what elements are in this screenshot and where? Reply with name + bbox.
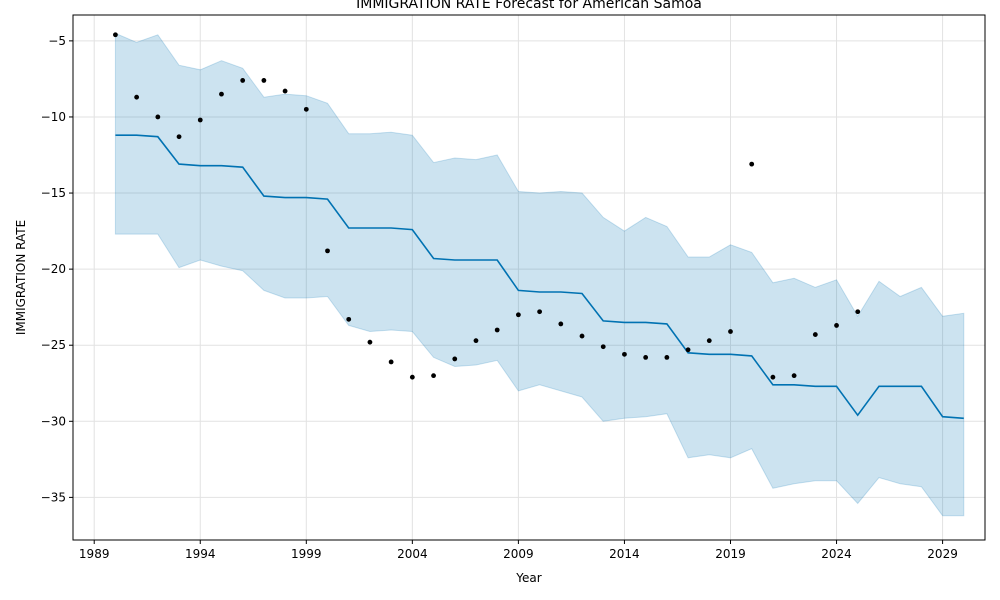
data-point <box>346 316 352 322</box>
data-point <box>219 91 224 97</box>
plot-frame <box>72 14 986 541</box>
y-axis-ticks: −5 −10 −15 −20 −25 −30 −35 <box>41 34 73 504</box>
data-point <box>558 321 564 327</box>
data-point <box>791 373 797 379</box>
x-axis-label: Year <box>515 571 541 585</box>
y-tick-label: −25 <box>41 338 66 352</box>
x-tick-label: 1999 <box>291 547 322 561</box>
data-point <box>600 344 606 350</box>
data-point <box>303 106 309 112</box>
data-point <box>622 351 627 357</box>
x-axis-ticks: 1989 1994 1999 2004 2009 2014 2019 2024 2029 <box>79 540 958 561</box>
data-point <box>515 312 521 318</box>
data-point <box>409 374 415 380</box>
x-tick-label: 2024 <box>821 547 852 561</box>
uncertainty-interval-band <box>114 32 965 517</box>
data-point <box>261 78 267 83</box>
data-point <box>282 88 288 94</box>
data-point <box>176 134 182 140</box>
data-point <box>431 373 436 379</box>
y-tick-label: −30 <box>41 414 66 428</box>
y-tick-label: −20 <box>41 262 66 276</box>
data-point <box>155 114 161 120</box>
data-point <box>685 347 691 353</box>
data-point <box>855 309 861 315</box>
x-tick-label: 2029 <box>927 547 958 561</box>
x-tick-label: 2004 <box>397 547 428 561</box>
x-tick-label: 1994 <box>185 547 216 561</box>
data-point <box>113 32 118 38</box>
x-tick-label: 2019 <box>715 547 746 561</box>
data-point <box>134 94 140 100</box>
data-point <box>494 327 500 333</box>
y-tick-label: −10 <box>41 110 66 124</box>
data-point <box>367 339 373 345</box>
data-point <box>579 333 585 339</box>
x-tick-label: 1989 <box>79 547 110 561</box>
data-point <box>812 332 818 337</box>
data-point <box>749 161 755 167</box>
y-tick-label: −5 <box>48 34 66 48</box>
y-axis-label: IMMIGRATION RATE <box>14 220 28 335</box>
data-point <box>664 354 670 360</box>
x-tick-label: 2009 <box>503 547 534 561</box>
data-point <box>240 78 246 83</box>
chart-title: IMMIGRATION RATE Forecast for American S… <box>356 0 702 12</box>
y-tick-label: −15 <box>41 186 66 200</box>
data-point <box>770 374 776 380</box>
observed-points <box>113 32 861 380</box>
data-point <box>643 354 649 360</box>
data-point <box>197 117 203 123</box>
y-tick-label: −35 <box>41 490 66 504</box>
forecast-line <box>115 134 964 420</box>
data-point <box>473 338 479 344</box>
data-point <box>388 359 394 365</box>
data-point <box>537 309 543 315</box>
data-point <box>834 323 839 328</box>
data-point <box>728 329 733 334</box>
grid-lines <box>73 15 985 540</box>
x-tick-label: 2014 <box>609 547 640 561</box>
data-point <box>706 338 712 344</box>
data-point <box>325 248 330 254</box>
data-point <box>452 356 458 362</box>
